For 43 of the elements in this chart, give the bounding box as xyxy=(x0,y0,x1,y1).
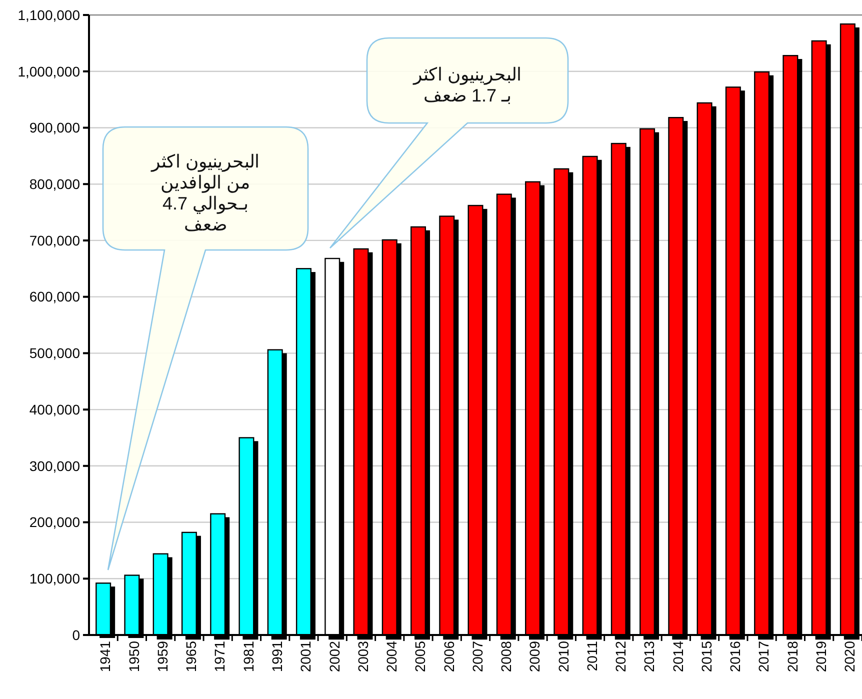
y-tick-label: 700,000 xyxy=(29,232,80,248)
x-tick-label: 1991 xyxy=(268,640,285,672)
y-tick-label: 800,000 xyxy=(29,176,80,192)
x-tick-label: 1981 xyxy=(240,640,256,672)
x-tick-label: 1959 xyxy=(154,640,170,672)
x-tick-label: 2013 xyxy=(641,640,658,672)
x-tick-label: 1950 xyxy=(126,640,142,672)
x-tick-label: 2009 xyxy=(526,640,543,672)
x-tick-label: 2011 xyxy=(584,640,600,672)
y-tick-label: 900,000 xyxy=(29,120,80,136)
x-tick-label: 2002 xyxy=(326,640,342,672)
x-tick-label: 2008 xyxy=(498,640,514,672)
y-tick-label: 400,000 xyxy=(29,401,80,418)
y-tick-label: 0 xyxy=(72,626,80,643)
y-tick-label: 1,000,000 xyxy=(18,63,80,80)
x-tick-label: 2020 xyxy=(842,640,858,672)
x-tick-label: 2010 xyxy=(555,640,572,672)
y-tick-label: 200,000 xyxy=(29,514,80,530)
x-tick-label: 2003 xyxy=(354,640,371,672)
y-tick-label: 500,000 xyxy=(29,345,80,362)
x-tick-label: 2016 xyxy=(727,640,744,672)
speech-bubble: البحرينيون اكثر من الوافدين بـحوالي 4.7 ضعف xyxy=(102,126,309,571)
x-tick-label: 2007 xyxy=(469,640,486,672)
x-tick-label: 2018 xyxy=(784,640,800,672)
x-tick-label: 2015 xyxy=(698,640,714,672)
x-tick-label: 2005 xyxy=(412,640,428,672)
speech-bubble: البحرينيون اكثر بـ 1.7 ضعف xyxy=(329,37,569,249)
y-tick-label: 600,000 xyxy=(29,288,80,305)
x-tick-label: 2019 xyxy=(812,640,829,672)
x-tick-label: 1941 xyxy=(97,640,114,672)
y-tick-label: 1,100,000 xyxy=(18,6,80,23)
x-tick-label: 2014 xyxy=(670,640,686,672)
x-tick-label: 2004 xyxy=(384,640,400,672)
x-tick-label: 2006 xyxy=(440,640,457,672)
x-tick-label: 2017 xyxy=(756,640,772,672)
y-tick-label: 100,000 xyxy=(29,570,80,587)
x-tick-label: 1971 xyxy=(212,640,228,672)
x-tick-label: 1965 xyxy=(183,640,200,672)
annotation: البحرينيون اكثر بـ 1.7 ضعف xyxy=(412,64,522,106)
y-tick-label: 300,000 xyxy=(29,458,80,474)
annotation: البحرينيون اكثر من الوافدين بـحوالي 4.7 ضعف xyxy=(150,152,260,234)
x-tick-label: 2012 xyxy=(612,640,629,672)
x-tick-label: 2001 xyxy=(298,640,314,672)
